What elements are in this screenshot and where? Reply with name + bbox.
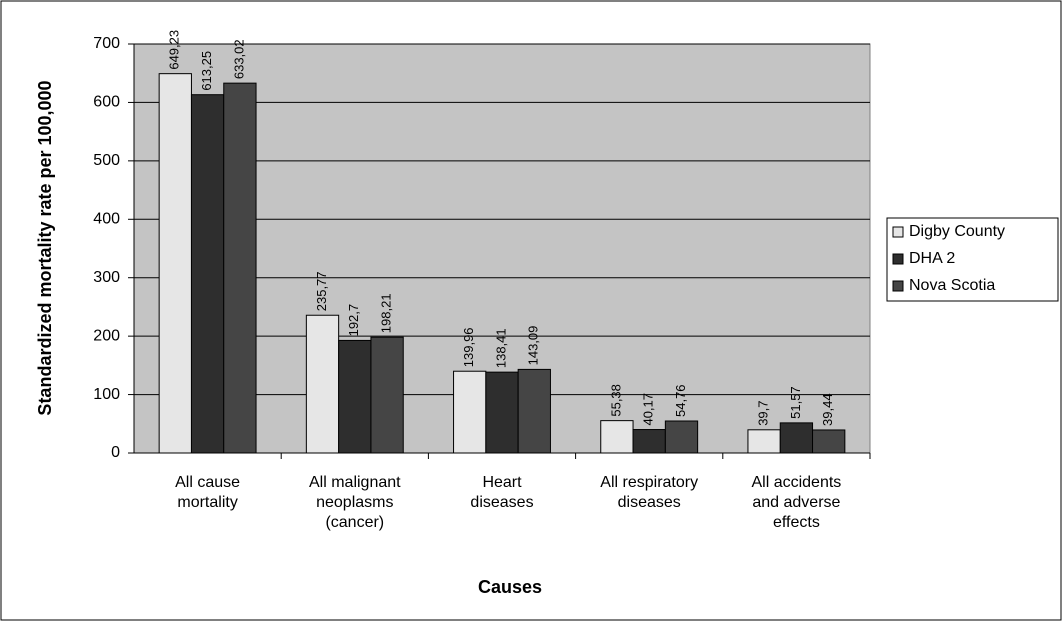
- value-label: 55,38: [608, 384, 623, 417]
- x-tick-label: Heart diseases: [470, 474, 534, 511]
- value-label: 613,25: [199, 51, 214, 91]
- bar: [632, 429, 666, 454]
- legend-swatch: [892, 226, 904, 238]
- bar: [664, 420, 699, 454]
- value-label: 54,76: [673, 384, 688, 417]
- value-label: 143,09: [526, 326, 541, 366]
- y-tick-label: 300: [93, 269, 120, 286]
- bar: [305, 314, 340, 454]
- bar: [453, 370, 487, 454]
- bar: [370, 336, 404, 454]
- value-label: 192,7: [346, 304, 361, 337]
- bar: [338, 339, 372, 454]
- bar: [158, 73, 192, 454]
- bar: [517, 368, 551, 454]
- value-label: 138,41: [493, 328, 508, 368]
- y-tick-label: 600: [93, 94, 120, 111]
- legend-label: DHA 2: [909, 250, 955, 267]
- x-axis-title: Causes: [478, 577, 542, 597]
- x-tick-label: All respiratory diseases: [600, 474, 699, 511]
- y-tick-label: 500: [93, 152, 120, 169]
- value-label: 235,77: [314, 271, 329, 311]
- value-label: 633,02: [231, 39, 246, 79]
- legend-label: Nova Scotia: [909, 277, 995, 294]
- value-label: 198,21: [379, 293, 394, 333]
- legend-box: [886, 217, 1059, 302]
- y-tick-label: 100: [93, 386, 120, 403]
- y-axis-title: Standardized mortality rate per 100,000: [35, 80, 55, 415]
- bar: [190, 94, 225, 454]
- y-tick-label: 400: [93, 211, 120, 228]
- bar: [223, 82, 257, 454]
- bar: [747, 429, 781, 454]
- value-label: 39,44: [820, 393, 835, 426]
- bar: [779, 422, 814, 454]
- bar: [600, 420, 634, 454]
- value-label: 40,17: [641, 393, 656, 426]
- x-tick-label: All cause mortality: [175, 474, 241, 511]
- x-tick-label: All accidents and adverse effects: [751, 474, 842, 531]
- value-label: 51,57: [788, 386, 803, 419]
- legend-swatch: [892, 280, 904, 292]
- legend-swatch: [892, 253, 904, 265]
- value-label: 39,7: [756, 400, 771, 425]
- value-label: 649,23: [167, 30, 182, 70]
- value-label: 139,96: [461, 327, 476, 367]
- y-tick-label: 200: [93, 327, 120, 344]
- legend-label: Digby County: [909, 223, 1005, 240]
- bar: [812, 429, 846, 454]
- y-tick-label: 700: [93, 35, 120, 52]
- y-tick-label: 0: [111, 444, 120, 461]
- x-tick-label: All malignant neoplasms (cancer): [308, 474, 401, 531]
- bar: [485, 371, 519, 454]
